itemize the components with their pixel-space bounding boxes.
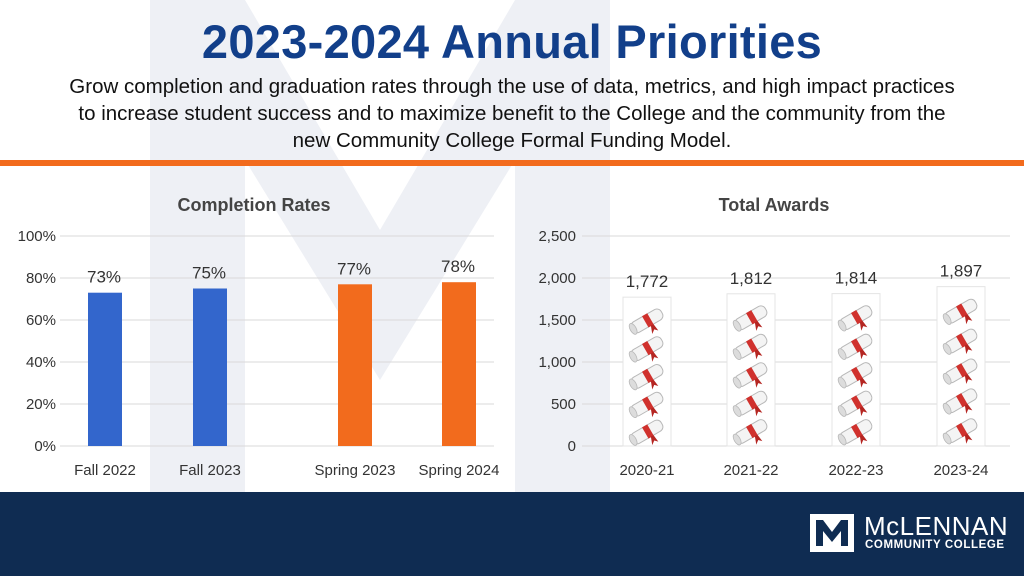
y-tick-label: 60% — [26, 312, 56, 329]
diploma-icon — [732, 305, 768, 332]
x-tick-label: Fall 2022 — [74, 462, 136, 479]
x-tick-label: 2022-23 — [828, 462, 883, 479]
diploma-icon — [942, 298, 978, 325]
chart-title: Total Awards — [719, 195, 830, 215]
x-tick-label: 2020-21 — [619, 462, 674, 479]
mclennan-logo-icon — [810, 514, 854, 552]
data-label: 1,812 — [730, 269, 773, 288]
diploma-icon — [837, 333, 873, 360]
diploma-icon — [942, 388, 978, 415]
diploma-icon — [628, 308, 664, 335]
bar — [193, 288, 227, 446]
data-label: 75% — [192, 264, 226, 283]
data-label: 1,814 — [835, 269, 878, 288]
y-tick-label: 1,500 — [538, 312, 576, 329]
diploma-icon — [732, 419, 768, 446]
diploma-icon — [942, 418, 978, 445]
diploma-icon — [837, 419, 873, 446]
diploma-icon — [732, 362, 768, 389]
page-subtitle: Grow completion and graduation rates thr… — [69, 75, 955, 152]
data-label: 1,772 — [626, 272, 669, 291]
data-label: 78% — [441, 257, 475, 276]
orange-divider — [0, 160, 1024, 166]
y-tick-label: 2,500 — [538, 228, 576, 245]
y-tick-label: 80% — [26, 270, 56, 287]
data-label: 77% — [337, 259, 371, 278]
logo-subtitle: COMMUNITY COLLEGE — [865, 539, 1005, 551]
diploma-icon — [628, 391, 664, 418]
y-tick-label: 20% — [26, 396, 56, 413]
diploma-icon — [732, 333, 768, 360]
y-tick-label: 40% — [26, 354, 56, 371]
y-tick-label: 1,000 — [538, 354, 576, 371]
bar — [338, 284, 372, 446]
diploma-icon — [942, 358, 978, 385]
y-tick-label: 0 — [568, 438, 576, 455]
diploma-icon — [837, 305, 873, 332]
charts-area: Completion Rates 0% 20% 40% 60% 80% 100% 73% Fal… — [18, 195, 1010, 479]
data-label: 73% — [87, 268, 121, 287]
page-title: 2023-2024 Annual Priorities — [201, 15, 823, 68]
data-label: 1,897 — [940, 262, 983, 281]
x-tick-label: 2021-22 — [723, 462, 778, 479]
diploma-icon — [628, 336, 664, 363]
diploma-icon — [837, 362, 873, 389]
logo-wordmark: McLENNAN — [864, 511, 1009, 541]
x-tick-label: Spring 2023 — [315, 462, 396, 479]
chart-title: Completion Rates — [177, 195, 330, 215]
x-tick-label: Spring 2024 — [419, 462, 500, 479]
diploma-icon — [837, 390, 873, 417]
y-tick-label: 500 — [551, 396, 576, 413]
diploma-icon — [732, 390, 768, 417]
diploma-icon — [942, 328, 978, 355]
x-tick-label: 2023-24 — [933, 462, 988, 479]
diploma-icon — [628, 419, 664, 446]
y-tick-label: 0% — [34, 438, 56, 455]
bar — [442, 282, 476, 446]
y-tick-label: 100% — [18, 228, 56, 245]
bar — [88, 292, 122, 446]
y-tick-label: 2,000 — [538, 270, 576, 287]
x-tick-label: Fall 2023 — [179, 462, 241, 479]
diploma-icon — [628, 364, 664, 391]
